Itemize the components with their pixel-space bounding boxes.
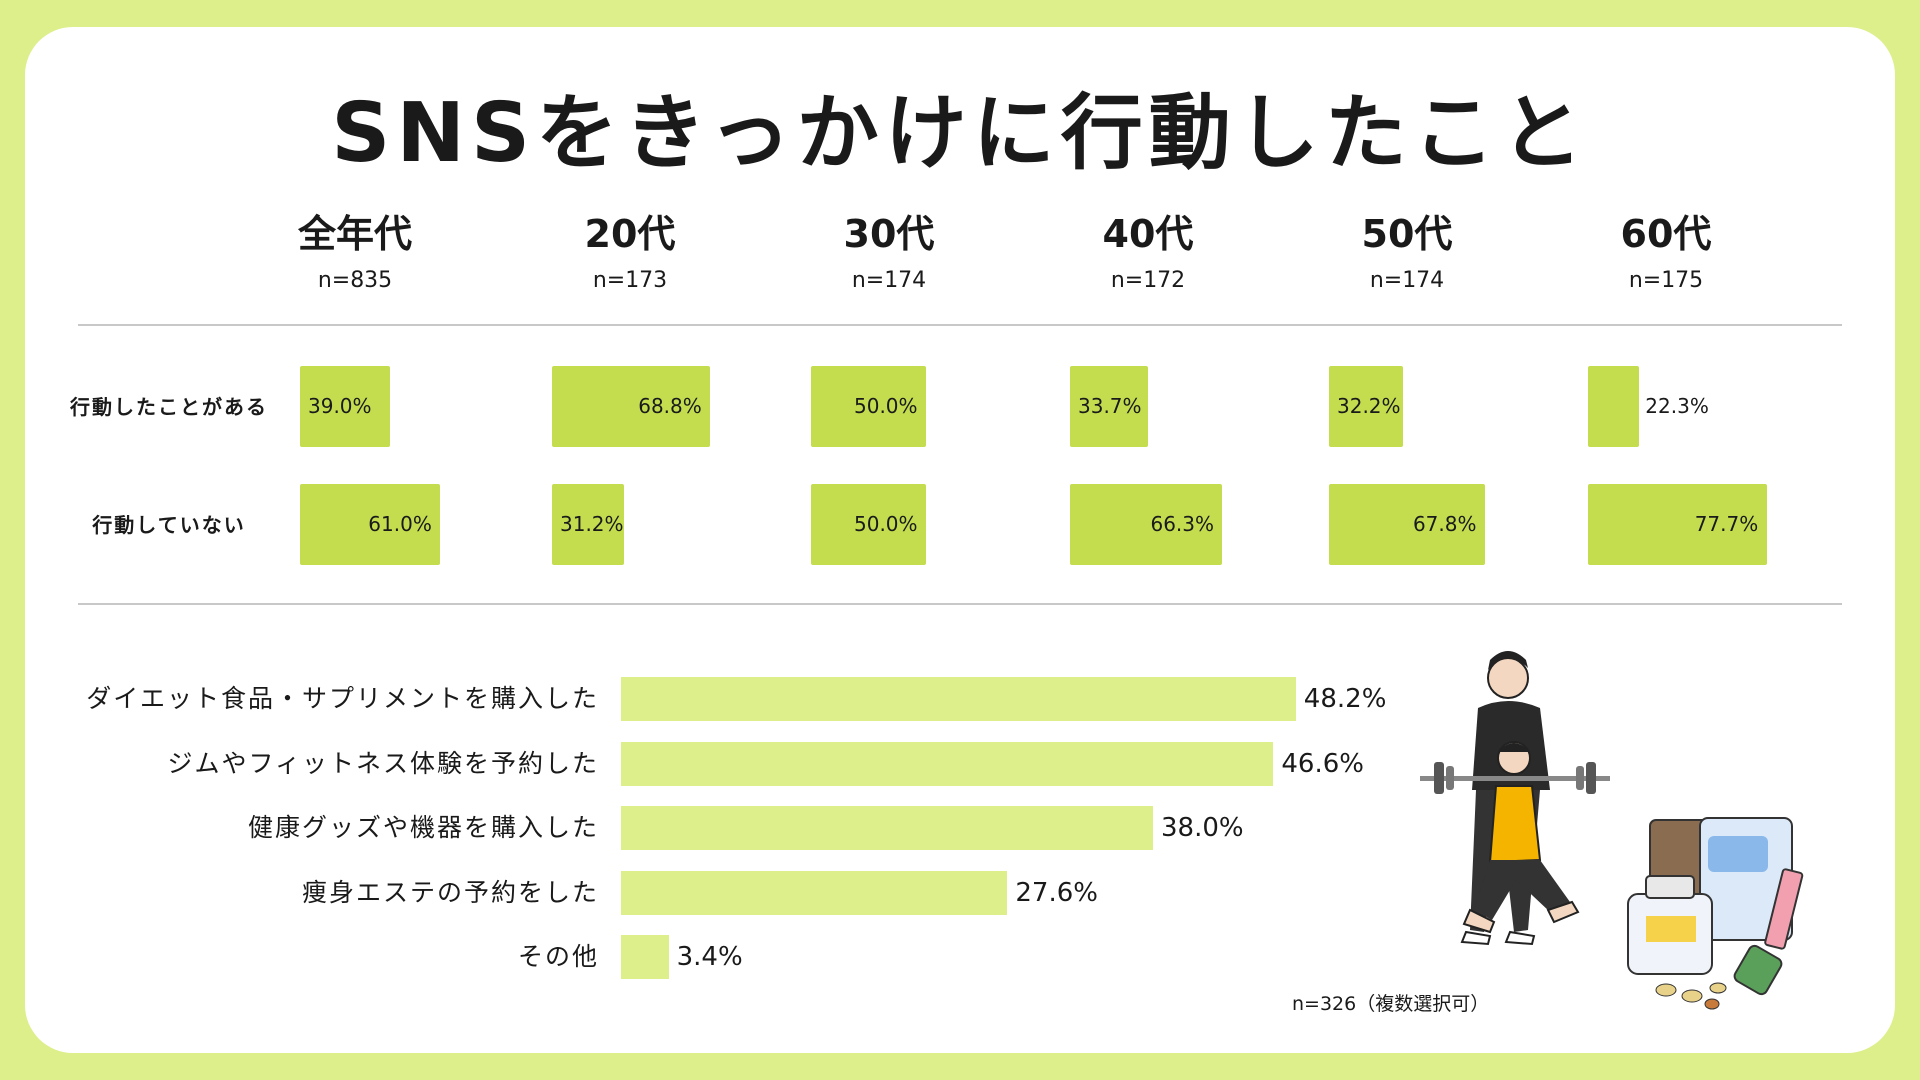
- sample-size-label: n=835: [317, 268, 393, 293]
- tile-value-label: 22.3%: [1645, 394, 1709, 418]
- series-label: 行動していない: [92, 513, 246, 537]
- value-tile: [811, 366, 926, 447]
- age-group-label: 40代: [1102, 212, 1194, 256]
- value-tile: [1070, 484, 1223, 565]
- sample-size-label: n=172: [1110, 268, 1186, 293]
- column-header: 50代 n=174: [1297, 212, 1517, 294]
- bar-value-label: 27.6%: [1015, 877, 1098, 908]
- value-tile: [552, 484, 624, 565]
- column-header: 30代 n=174: [779, 212, 999, 294]
- tile-value-label: 68.8%: [638, 394, 702, 418]
- age-group-label: 全年代: [297, 212, 412, 256]
- lifter-icon: [1462, 741, 1580, 934]
- value-tile: [1588, 484, 1767, 565]
- sample-size-label: n=175: [1628, 268, 1704, 293]
- column-header: 40代 n=172: [1038, 212, 1258, 294]
- bar-value-label: 3.4%: [676, 942, 743, 972]
- tile-value-label: 77.7%: [1694, 512, 1759, 536]
- divider-top: [78, 324, 1842, 326]
- tile-value-label: 31.2%: [560, 512, 624, 536]
- column-header: 60代 n=175: [1556, 212, 1776, 294]
- value-tile: [1070, 366, 1148, 447]
- fitness-illustration: [1420, 651, 1804, 1010]
- age-group-label: 20代: [584, 212, 676, 256]
- value-tile: [811, 484, 926, 565]
- sample-size-label: n=173: [592, 268, 668, 293]
- value-tile: [300, 366, 390, 447]
- series-label: 行動したことがある: [70, 395, 268, 419]
- sample-size-label: n=174: [851, 268, 927, 293]
- supplements-icon: [1627, 817, 1804, 1010]
- tile-value-label: 50.0%: [854, 394, 918, 418]
- bar-category-label: 痩身エステの予約をした: [301, 877, 599, 907]
- value-tile: [1329, 366, 1404, 447]
- bar-category-label: その他: [517, 942, 599, 971]
- age-group-label: 50代: [1361, 212, 1453, 256]
- value-tile: [1588, 366, 1640, 447]
- page-title: SNSをきっかけに行動したこと: [331, 86, 1589, 181]
- tile-value-label: 33.7%: [1078, 394, 1142, 418]
- column-header: 全年代 n=835: [245, 212, 465, 294]
- bar: [621, 677, 1296, 721]
- bar: [621, 741, 1274, 786]
- bar: [621, 935, 669, 979]
- column-header: 20代 n=173: [520, 212, 740, 294]
- divider-bottom: [78, 603, 1842, 605]
- age-group-label: 60代: [1620, 212, 1712, 256]
- age-group-label: 30代: [843, 212, 935, 256]
- value-tile: [300, 484, 441, 565]
- value-tile: [1329, 484, 1485, 565]
- bar: [621, 870, 1008, 915]
- tile-value-label: 61.0%: [368, 512, 432, 536]
- sample-size-label: n=174: [1369, 268, 1445, 293]
- bar-value-label: 38.0%: [1161, 813, 1244, 843]
- tile-value-label: 67.8%: [1412, 512, 1477, 536]
- tile-value-label: 39.0%: [308, 394, 372, 418]
- bar-category-label: 健康グッズや機器を購入した: [247, 813, 599, 842]
- bar-category-label: ジムやフィットネス体験を予約した: [167, 748, 599, 778]
- sample-note: n=326（複数選択可）: [1292, 993, 1490, 1015]
- tile-value-label: 32.2%: [1337, 394, 1401, 418]
- barbell-icon: [1420, 762, 1610, 794]
- tile-value-label: 66.3%: [1150, 512, 1215, 536]
- bar: [621, 806, 1153, 850]
- bar-value-label: 46.6%: [1281, 748, 1364, 779]
- value-tile: [552, 366, 711, 447]
- bar-category-label: ダイエット食品・サプリメントを購入した: [86, 684, 599, 713]
- tile-value-label: 50.0%: [854, 512, 918, 536]
- bar-value-label: 48.2%: [1303, 684, 1387, 714]
